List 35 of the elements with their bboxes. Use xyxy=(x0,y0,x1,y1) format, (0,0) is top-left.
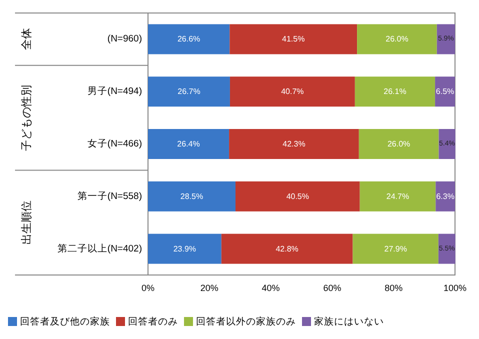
x-tick-label: 60% xyxy=(323,283,342,293)
data-label: 28.5% xyxy=(180,192,204,201)
data-label: 40.5% xyxy=(286,192,310,201)
data-label: 6.3% xyxy=(436,192,454,201)
x-tick-label: 80% xyxy=(384,283,403,293)
data-label: 42.8% xyxy=(276,244,298,254)
data-label: 26.7% xyxy=(178,87,200,96)
annotation: 子どもの性別 xyxy=(21,84,33,151)
legend-label: 回答者及び他の家族 xyxy=(20,316,110,328)
x-tick-label: 40% xyxy=(262,283,280,293)
legend-label: 家族にはいない xyxy=(314,316,384,328)
legend-label: 回答者のみ xyxy=(128,316,178,328)
data-label: 6.5% xyxy=(436,87,454,96)
annotation: 出生順位 xyxy=(21,200,33,245)
data-label: 40.7% xyxy=(281,87,304,96)
data-label: 41.5% xyxy=(282,34,305,44)
data-label: 24.7% xyxy=(386,192,410,201)
data-label: 42.3% xyxy=(282,140,306,148)
x-tick-label: 100% xyxy=(443,283,467,293)
data-label: 26.1% xyxy=(384,87,406,96)
y-tick-label: 女子(N=466) xyxy=(87,138,142,150)
x-tick-label: 20% xyxy=(200,283,218,293)
y-tick-label: (N=960) xyxy=(107,34,142,45)
data-label: 23.9% xyxy=(173,244,196,254)
annotation: 全体 xyxy=(21,28,33,50)
x-tick-label: 0% xyxy=(141,283,155,293)
y-tick-label: 男子(N=494) xyxy=(87,86,142,98)
data-label: 26.6% xyxy=(177,34,200,44)
data-label: 26.0% xyxy=(387,140,410,148)
legend-label: 回答者以外の家族のみ xyxy=(196,316,296,328)
data-label: 26.0% xyxy=(386,34,408,44)
data-label: 26.4% xyxy=(177,140,200,148)
y-tick-label: 第二子以上(N=402) xyxy=(57,242,142,254)
y-tick-label: 第一子(N=558) xyxy=(77,190,142,202)
data-label: 27.9% xyxy=(384,244,407,254)
